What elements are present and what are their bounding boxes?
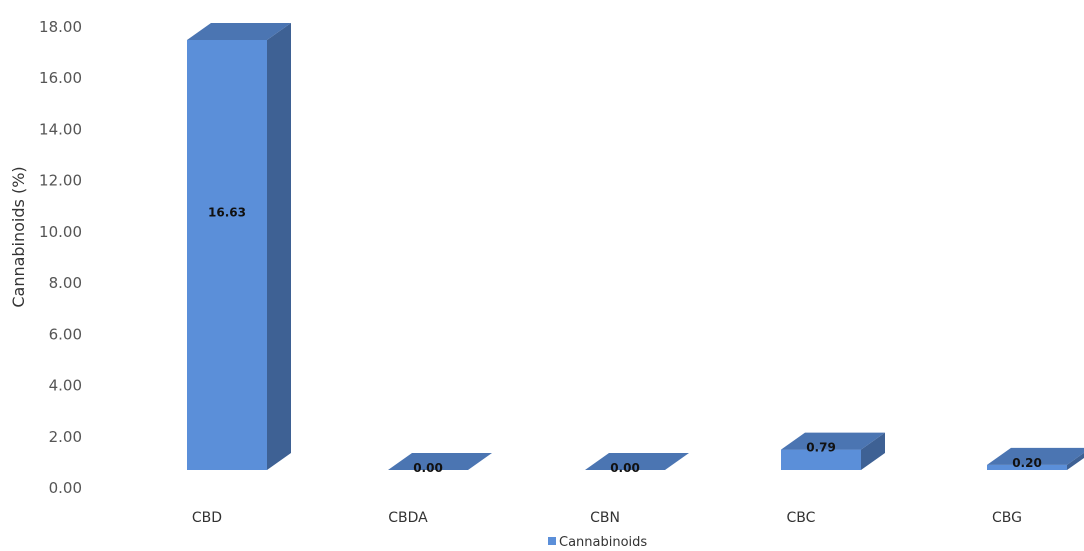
y-tick-label: 6.00	[49, 325, 82, 343]
bar-side-face	[267, 23, 291, 470]
y-tick-label: 4.00	[49, 377, 82, 395]
data-labels: 16.63 0.00 0.00 0.79 0.20	[208, 205, 1042, 475]
y-axis-label: Cannabinoids (%)	[9, 166, 28, 307]
y-tick-label: 0.00	[49, 479, 82, 497]
bars	[187, 23, 1084, 470]
data-label: 0.79	[806, 441, 836, 455]
data-label: 0.00	[610, 461, 640, 475]
y-tick-label: 18.00	[39, 18, 82, 36]
legend-swatch	[548, 537, 556, 545]
x-tick-label: CBC	[787, 510, 816, 526]
y-tick-label: 12.00	[39, 172, 82, 190]
y-tick-label: 16.00	[39, 69, 82, 87]
bar-side-face	[1067, 452, 1084, 470]
x-tick-label: CBDA	[388, 510, 428, 526]
y-tick-label: 8.00	[49, 274, 82, 292]
y-tick-label: 10.00	[39, 223, 82, 241]
bar-cbda	[388, 453, 492, 470]
bar-top-face	[187, 23, 291, 40]
data-label: 0.20	[1012, 456, 1042, 470]
bar-cbd	[187, 23, 291, 470]
y-axis-ticks: 0.00 2.00 4.00 6.00 8.00 10.00 12.00 14.00 16.00…	[39, 18, 82, 497]
x-tick-label: CBD	[192, 510, 222, 526]
bar-top-face	[388, 453, 492, 470]
x-tick-label: CBG	[992, 510, 1022, 526]
bar-top-face	[585, 453, 689, 470]
bar-cbn	[585, 453, 689, 470]
bar-cbc	[781, 432, 885, 470]
bar-top-face	[781, 432, 885, 450]
data-label: 16.63	[208, 205, 246, 219]
x-tick-label: CBN	[590, 510, 620, 526]
y-tick-label: 14.00	[39, 120, 82, 138]
legend-entry: Cannabinoids	[559, 535, 647, 550]
bar-front-face	[187, 40, 267, 470]
y-tick-label: 2.00	[49, 428, 82, 446]
legend: Cannabinoids	[548, 535, 647, 550]
bar-cbg	[987, 447, 1084, 470]
bar-front-face	[987, 464, 1067, 470]
bar-side-face	[861, 432, 885, 470]
x-axis-ticks: CBD CBDA CBN CBC CBG	[192, 510, 1022, 526]
bar-top-face	[987, 447, 1084, 465]
data-label: 0.00	[413, 461, 443, 475]
bar-front-face	[781, 449, 861, 470]
